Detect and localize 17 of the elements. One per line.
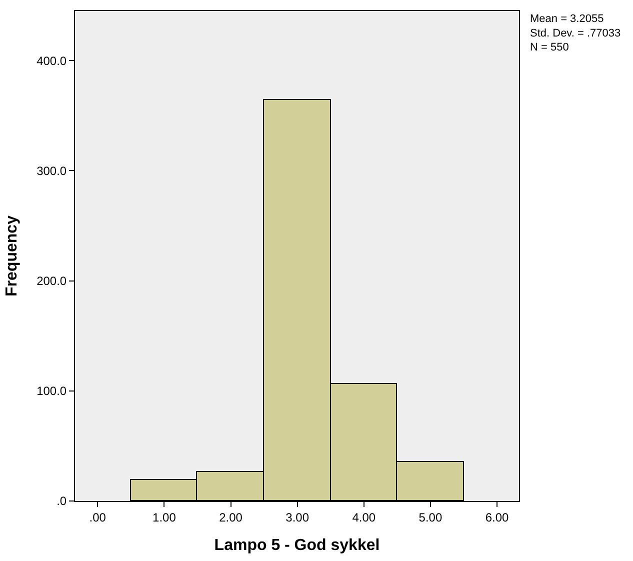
y-tick-label: 400.0 bbox=[36, 54, 67, 68]
y-axis-title: Frequency bbox=[3, 215, 20, 296]
y-tick-label: 200.0 bbox=[36, 274, 67, 288]
text: N = 550 bbox=[530, 42, 569, 54]
x-tick-label: 5.00 bbox=[418, 510, 442, 524]
y-tick-label: 100.0 bbox=[36, 384, 67, 398]
x-tick-label: .00 bbox=[89, 510, 106, 524]
x-tick-label: 1.00 bbox=[152, 510, 176, 524]
text: Mean = 3.2055 bbox=[530, 13, 604, 25]
y-tick-label: 300.0 bbox=[36, 164, 67, 178]
x-tick-label: 6.00 bbox=[485, 510, 510, 524]
y-tick-label: .0 bbox=[56, 494, 67, 508]
x-tick-label: 3.00 bbox=[286, 510, 310, 524]
x-tick-label: 4.00 bbox=[352, 510, 376, 524]
x-tick-label: 2.00 bbox=[219, 510, 243, 524]
x-axis-title: Lampo 5 - God sykkel bbox=[214, 537, 380, 554]
text: Std. Dev. = .77033 bbox=[530, 27, 621, 40]
